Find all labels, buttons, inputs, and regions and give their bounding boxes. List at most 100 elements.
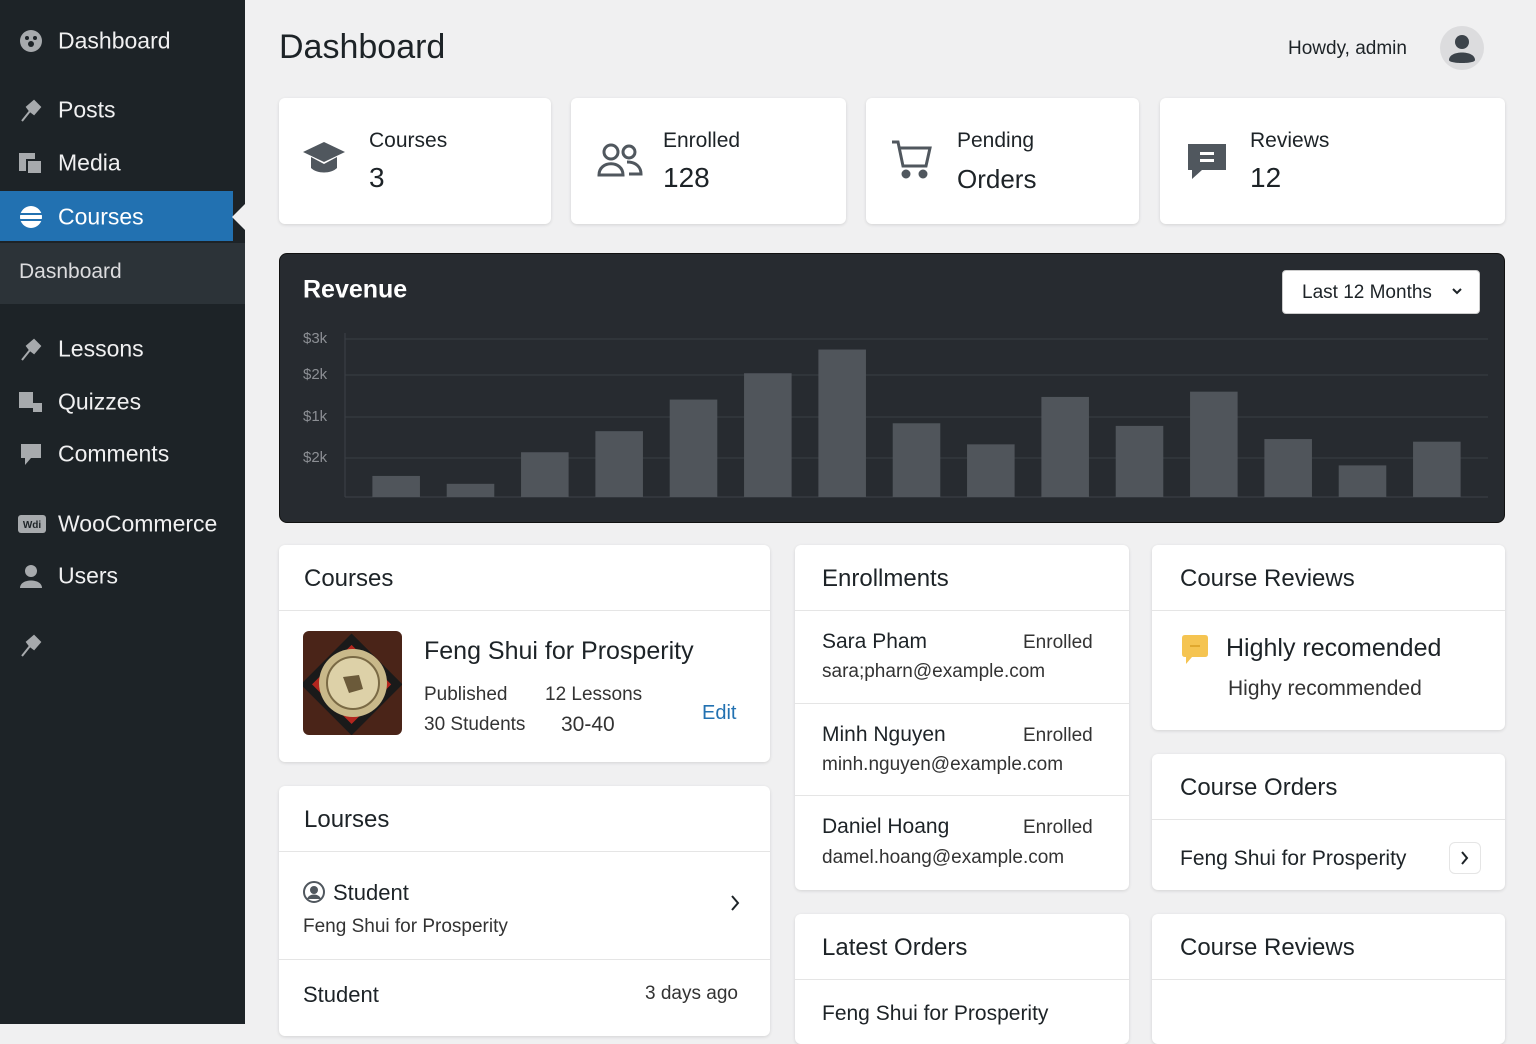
chevron — [1461, 851, 1469, 865]
stat-label: Courses — [369, 129, 448, 152]
pin-icon — [21, 634, 42, 657]
order-chevron[interactable] — [1449, 842, 1481, 874]
stat-value: 128 — [663, 162, 710, 193]
enrollee-email: sara;pharn@example.com — [822, 661, 1046, 682]
panel-header: Course Reviews — [1152, 914, 1505, 980]
row-chevron[interactable] — [729, 894, 741, 912]
stat-card: Enrolled 128 — [571, 98, 846, 224]
stat-icon — [1188, 144, 1226, 179]
menu-item[interactable]: Users — [58, 562, 119, 589]
sidebar: Dashboard Posts Media Courses Dasnboard … — [0, 0, 245, 1024]
course-students: 30 Students — [424, 714, 526, 735]
avatar[interactable] — [1440, 26, 1484, 70]
courses-icon — [20, 206, 42, 228]
bar — [967, 444, 1015, 497]
review-icon — [1182, 635, 1208, 664]
menu-item[interactable]: Quizzes — [58, 388, 142, 415]
menu-item[interactable]: Dashboard — [58, 27, 171, 54]
woocommerce-icon: Wdi — [18, 515, 46, 533]
row-subtitle: Feng Shui for Prosperity — [303, 916, 508, 937]
bar — [892, 423, 941, 497]
active-arrow — [232, 204, 245, 230]
row-meta: 3 days ago — [645, 983, 738, 1004]
dashboard-icon — [20, 30, 42, 52]
course-orders-panel: Course Orders Feng Shui for Prosperity — [1152, 754, 1505, 890]
y-axis-label: $2k — [303, 366, 328, 383]
bar — [1041, 396, 1089, 497]
enrollee-status: Enrolled — [1023, 817, 1093, 838]
review-headline: Highly recomended — [1226, 634, 1442, 662]
row-title[interactable]: Student — [333, 880, 409, 905]
enrollee-status: Enrolled — [1023, 632, 1093, 653]
enrollments-panel: Enrollments Sara Pham Enrolled sara;phar… — [795, 545, 1129, 890]
enrollee-name[interactable]: Sara Pham — [822, 630, 928, 653]
bar — [1413, 441, 1461, 497]
courses-panel: Courses Feng Shui for Prosperity Publish… — [279, 545, 770, 762]
chevron — [1452, 288, 1462, 295]
stat-value: 3 — [369, 162, 385, 193]
menu-item[interactable]: Courses — [58, 203, 144, 230]
panel-header: Latest Orders — [795, 914, 1129, 980]
course-reviews-panel: Course Reviews Highly recomended Highy r… — [1152, 545, 1505, 730]
panel-header: Course Orders — [1152, 754, 1505, 820]
svg-text:Wdi: Wdi — [23, 520, 42, 531]
y-axis-label: $2k — [303, 449, 328, 466]
panel-title: Courses — [304, 565, 394, 592]
menu-item[interactable]: WooCommerce — [58, 510, 218, 537]
order-item[interactable]: Feng Shui for Prosperity — [822, 1002, 1049, 1025]
course-reviews-panel: Course Reviews — [1152, 914, 1505, 1044]
stat-card: Pending Orders — [866, 98, 1139, 224]
course-thumbnail — [303, 631, 402, 735]
quizzes-icon — [19, 392, 42, 412]
comments-icon — [21, 444, 41, 465]
edit-link[interactable]: Edit — [702, 702, 737, 724]
student-icon — [303, 881, 325, 903]
menu-item[interactable]: Comments — [58, 440, 170, 467]
row-title[interactable]: Student — [303, 982, 379, 1007]
bar — [818, 349, 866, 497]
stat-icon — [892, 140, 932, 179]
latest-orders-panel: Latest Orders Feng Shui for Prosperity — [795, 914, 1129, 1044]
panel-title: Course Reviews — [1180, 934, 1355, 961]
enrollee-email: minh.nguyen@example.com — [822, 754, 1064, 775]
submenu-item[interactable]: Dasnboard — [19, 260, 122, 283]
panel-header: Courses — [279, 545, 770, 611]
bar — [1264, 439, 1312, 497]
panel-header: Lourses — [279, 786, 770, 852]
stat-value: Orders — [957, 164, 1037, 194]
menu-item[interactable]: Lessons — [58, 335, 144, 362]
y-axis-label: $1k — [303, 408, 328, 425]
panel-title: Latest Orders — [822, 934, 968, 961]
bar — [669, 399, 718, 497]
menu-item[interactable]: Posts — [58, 96, 116, 123]
range-select[interactable]: Last 12 Months — [1282, 270, 1480, 314]
bar — [744, 373, 792, 497]
stat-card: Reviews 12 — [1160, 98, 1505, 224]
separator — [279, 959, 770, 960]
course-name[interactable]: Feng Shui for Prosperity — [424, 637, 694, 665]
bar — [372, 475, 420, 497]
course-status: Published — [424, 684, 508, 705]
chart-title: Revenue — [303, 276, 407, 304]
panel-title: Enrollments — [822, 565, 949, 592]
enrollee-name[interactable]: Minh Nguyen — [822, 723, 946, 746]
stat-icon — [303, 142, 345, 173]
posts-icon — [21, 99, 42, 122]
bar — [446, 483, 495, 497]
page-title: Dashboard — [279, 28, 446, 66]
stat-label: Enrolled — [663, 129, 741, 152]
separator — [795, 795, 1129, 796]
panel-title: Course Orders — [1180, 774, 1338, 801]
stat-label: Reviews — [1250, 129, 1330, 152]
order-item[interactable]: Feng Shui for Prosperity — [1180, 847, 1407, 870]
greeting[interactable]: Howdy, admin — [1288, 38, 1407, 59]
course-range: 30-40 — [561, 713, 615, 736]
enrollee-name[interactable]: Daniel Hoang — [822, 815, 950, 838]
media-icon — [19, 153, 43, 175]
bar — [1115, 425, 1164, 497]
bar — [1338, 465, 1387, 497]
menu-item[interactable]: Media — [58, 149, 121, 176]
review-body: Highy recommended — [1228, 677, 1422, 700]
